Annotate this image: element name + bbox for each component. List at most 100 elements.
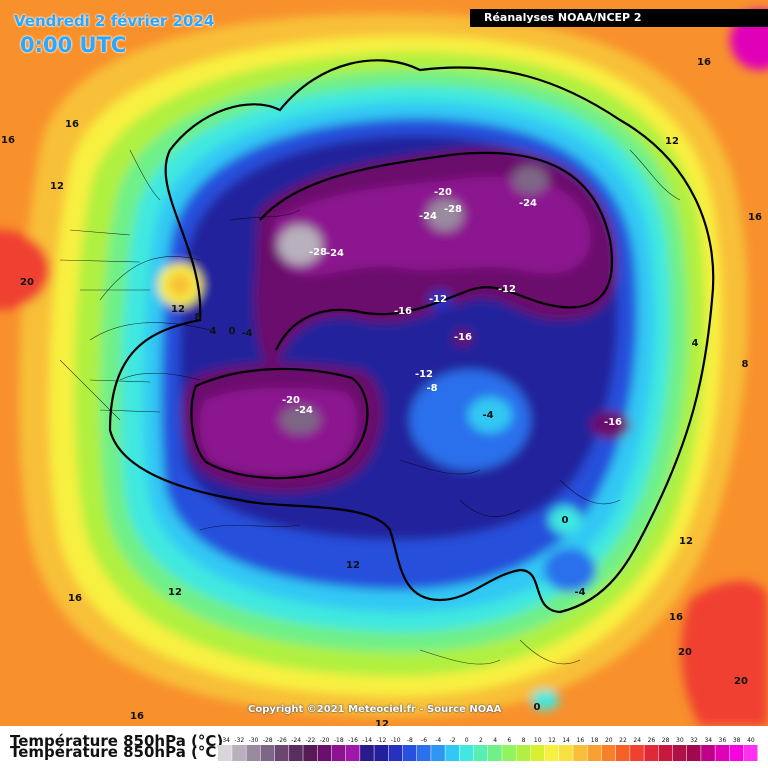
- legend-swatch: [360, 745, 374, 761]
- isotherm-label: -24: [326, 248, 344, 259]
- legend-tick-label: 0: [465, 737, 469, 744]
- legend-swatch: [459, 745, 474, 761]
- isotherm-label: 16: [130, 711, 144, 722]
- legend-swatch: [345, 745, 360, 761]
- isotherm-label: 20: [678, 647, 692, 658]
- legend-swatch: [743, 745, 758, 761]
- isotherm-label: -4: [482, 410, 493, 421]
- legend-swatch: [274, 745, 289, 761]
- legend-tick-label: -10: [391, 737, 401, 744]
- isotherm-label: 16: [697, 57, 711, 68]
- isotherm-label: -4: [574, 587, 585, 598]
- legend-swatch: [701, 745, 715, 761]
- legend-tick-label: 32: [690, 737, 698, 744]
- legend-swatch: [402, 745, 417, 761]
- legend-swatch: [488, 745, 502, 761]
- legend-swatch: [431, 745, 445, 761]
- legend-tick-label: -12: [377, 737, 387, 744]
- isotherm-label: -12: [498, 284, 516, 295]
- legend-tick-label: -22: [305, 737, 315, 744]
- isotherm-label: 12: [665, 136, 679, 147]
- legend-tick-label: -24: [291, 737, 301, 744]
- isotherm-label: -28: [309, 247, 327, 258]
- legend-tick-label: -4: [435, 737, 441, 744]
- legend-tick-label: 14: [562, 737, 570, 744]
- cold-core-east: [512, 166, 548, 194]
- isotherm-label: -24: [519, 198, 537, 209]
- isotherm-label: 4: [692, 338, 699, 349]
- legend-swatch: [544, 745, 559, 761]
- isotherm-label: 12: [50, 181, 64, 192]
- cold-core-central: [427, 199, 463, 231]
- isotherm-label: -12: [429, 294, 447, 305]
- isotherm-label: -28: [444, 204, 462, 215]
- isotherm-band-m22: [273, 176, 591, 276]
- legend-tick-label: 20: [605, 737, 613, 744]
- isotherm-label: -24: [419, 211, 437, 222]
- color-legend: -34 -32 -30 -28 -26 -24 -22 -20 -18 -16 -14 -12 -10-…: [218, 737, 758, 761]
- legend-swatch: [729, 745, 744, 761]
- legend-swatch: [303, 745, 317, 761]
- isotherm-label: 16: [65, 119, 79, 130]
- isotherm-label: 0: [229, 326, 236, 337]
- legend-tick-label: 16: [577, 737, 585, 744]
- isotherm-label: 0: [562, 515, 569, 526]
- legend-tick-label: 18: [591, 737, 599, 744]
- isotherm-label: 0: [534, 702, 541, 713]
- footer-title: Température 850hPa (°C): [10, 732, 224, 750]
- legend-swatch: [260, 745, 275, 761]
- legend-swatch: [416, 745, 431, 761]
- isotherm-label: 4: [210, 326, 217, 337]
- legend-swatch: [615, 745, 630, 761]
- legend-tick-label: 10: [534, 737, 542, 744]
- legend-tick-label: -18: [334, 737, 344, 744]
- legend-swatch: [473, 745, 488, 761]
- isotherm-label: 12: [346, 560, 360, 571]
- legend-swatch: [374, 745, 389, 761]
- legend-swatch: [559, 745, 573, 761]
- isotherm-label: -8: [426, 383, 437, 394]
- isotherm-label: -24: [295, 405, 313, 416]
- legend-swatch: [715, 745, 730, 761]
- legend-swatch: [218, 745, 232, 761]
- legend-tick-label: 22: [619, 737, 627, 744]
- legend-tick-label: 40: [747, 737, 755, 744]
- isotherm-label: -16: [454, 332, 472, 343]
- isotherm-label: -4: [241, 328, 252, 339]
- legend-tick-label: -2: [449, 737, 455, 744]
- legend-swatch: [331, 745, 346, 761]
- legend-tick-label: 26: [648, 737, 656, 744]
- isotherm-label: 12: [168, 587, 182, 598]
- isotherm-m16-line: [259, 151, 613, 351]
- legend-swatch: [573, 745, 587, 761]
- isotherm-label: 20: [20, 277, 34, 288]
- isotherm-label: 12: [171, 304, 185, 315]
- isotherm-label: -20: [282, 395, 300, 406]
- legend-tick-label: 36: [719, 737, 727, 744]
- isotherm-label: 16: [1, 135, 15, 146]
- legend-tick-label: 34: [704, 737, 712, 744]
- legend-swatch: [672, 745, 687, 761]
- legend-swatch: [587, 745, 602, 761]
- legend-swatch: [658, 745, 673, 761]
- legend-tick-label: -30: [249, 737, 259, 744]
- legend-tick-label: 24: [633, 737, 641, 744]
- isotherm-label: 8: [195, 312, 202, 323]
- isotherm-0-line: [108, 59, 715, 614]
- legend-swatch: [686, 745, 701, 761]
- map-date: Vendredi 2 février 2024: [14, 12, 215, 30]
- isotherm-label: 16: [748, 212, 762, 223]
- legend-swatch: [445, 745, 460, 761]
- isotherm-label: -16: [394, 306, 412, 317]
- isotherm-label: -16: [604, 417, 622, 428]
- cold-core-west: [278, 225, 322, 265]
- legend-tick-label: 2: [479, 737, 483, 744]
- legend-tick-label: -32: [234, 737, 244, 744]
- legend-tick-label: 4: [493, 737, 497, 744]
- legend-swatch: [232, 745, 246, 761]
- data-source-banner: Réanalyses NOAA/NCEP 2: [470, 9, 768, 27]
- legend-tick-label: -16: [348, 737, 358, 744]
- legend-swatch: [246, 745, 261, 761]
- isotherm-label: 12: [375, 719, 389, 726]
